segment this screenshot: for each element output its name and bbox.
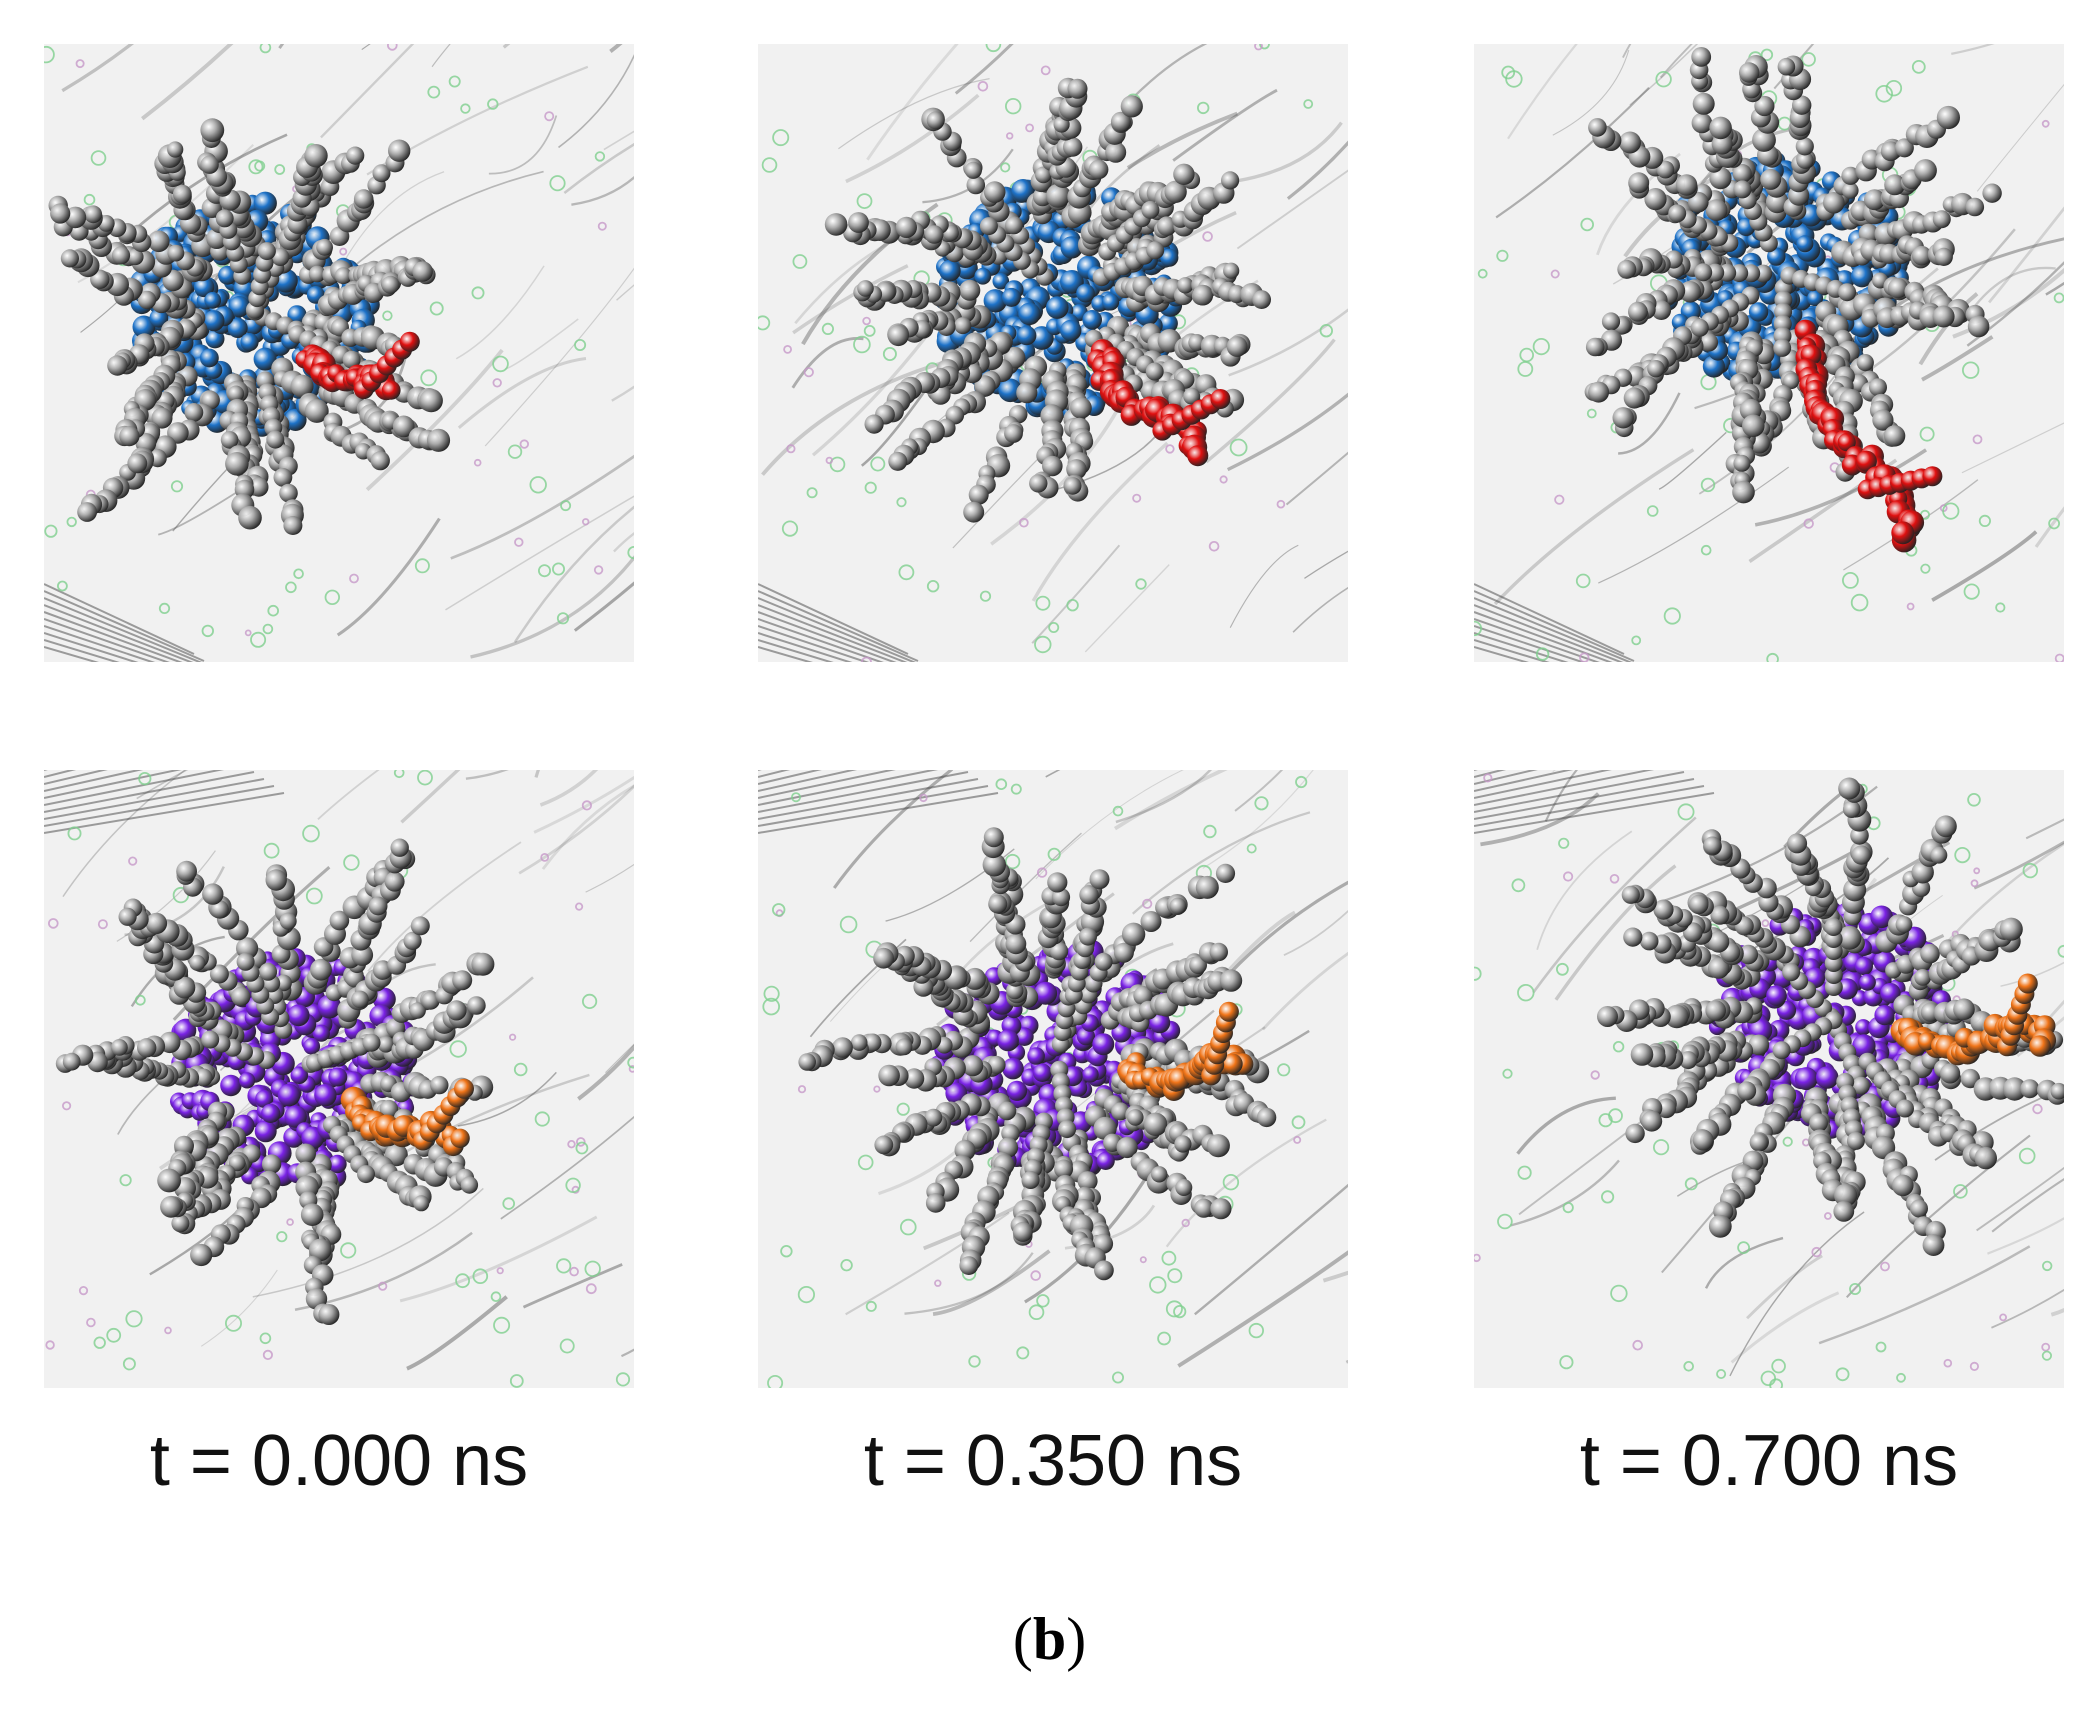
time-label-0: t = 0.000 ns — [149, 1421, 529, 1501]
snapshot-bottom-t1 — [758, 770, 1348, 1388]
snapshot-bottom-t0 — [44, 770, 634, 1388]
figure-panel-label: (b) — [1012, 1606, 1087, 1672]
time-label-2: t = 0.700 ns — [1579, 1421, 1959, 1501]
time-label-1: t = 0.350 ns — [863, 1421, 1243, 1501]
snapshot-top-t0 — [44, 44, 634, 662]
snapshot-top-t1 — [758, 44, 1348, 662]
snapshot-bottom-t2 — [1474, 770, 2064, 1388]
figure-panel-letter: b — [1032, 1606, 1067, 1672]
snapshot-top-t2 — [1474, 44, 2064, 662]
